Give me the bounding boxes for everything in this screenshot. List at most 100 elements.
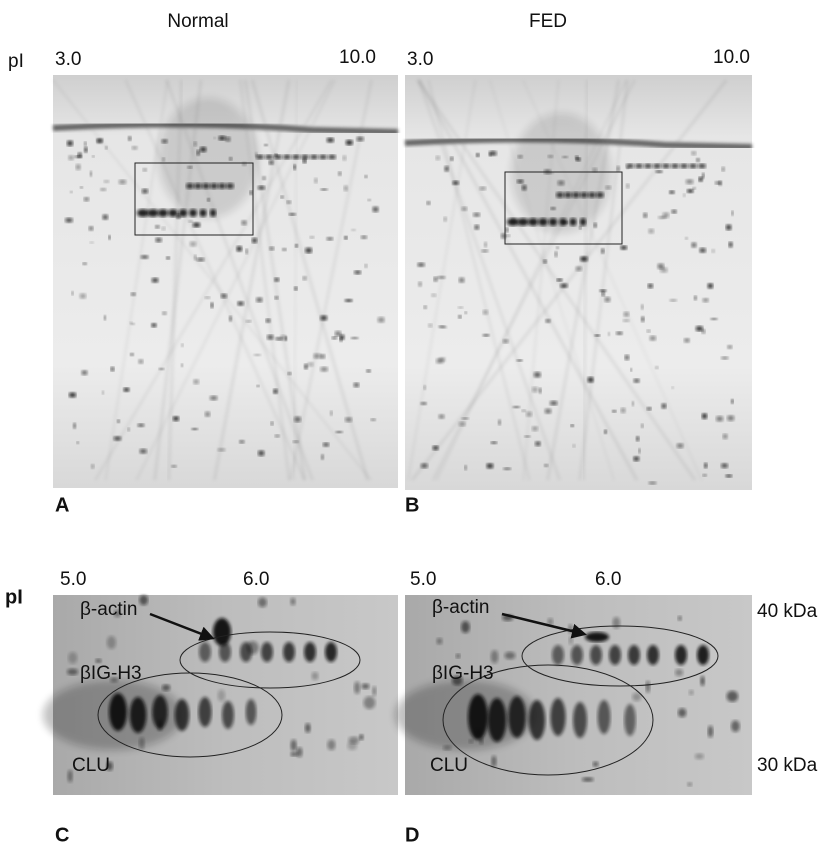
arrow <box>149 612 215 641</box>
gel-spot <box>344 298 353 303</box>
gel-spot <box>319 154 327 160</box>
gel-spot <box>550 207 556 210</box>
gel-spot <box>710 317 718 320</box>
gel-spot <box>106 635 117 650</box>
gel-spot <box>256 384 260 388</box>
gel-spot <box>685 237 688 240</box>
gel-spot <box>575 157 581 162</box>
gel-spot <box>423 385 427 390</box>
gel-spot <box>196 257 205 262</box>
gel-spot <box>646 329 651 333</box>
gel-spot <box>84 141 87 147</box>
gel-spot <box>727 344 733 349</box>
gel-spot <box>209 395 218 401</box>
gel-spot <box>543 464 549 467</box>
gel-spot <box>715 181 722 185</box>
gel-spot <box>334 330 342 337</box>
gel-spot <box>326 236 334 241</box>
gel-spot <box>257 597 267 608</box>
gel-spot <box>458 314 462 319</box>
gel-spot <box>417 79 639 481</box>
gel-spot <box>161 157 166 162</box>
gel-spot <box>579 256 588 262</box>
gel-spot <box>65 217 73 223</box>
gel-spot <box>411 79 728 481</box>
gel-spot <box>674 668 684 677</box>
gel-spot <box>555 246 560 249</box>
gel-spot <box>342 155 347 161</box>
gel-spot <box>635 163 643 169</box>
gel-spot <box>698 163 706 169</box>
gel-spot <box>677 615 683 621</box>
gel-spot <box>691 242 697 248</box>
gel-spot <box>420 463 429 469</box>
gel-spot <box>632 692 642 702</box>
gel-zoom-normal <box>43 594 398 795</box>
gel-spot <box>549 400 558 406</box>
gel-spot <box>601 248 605 254</box>
gel-spot <box>512 406 521 409</box>
gel-spot <box>625 183 630 189</box>
gel-spot <box>641 316 645 322</box>
gel-spot <box>245 319 252 323</box>
gel-spot <box>137 423 145 427</box>
gel-spot <box>633 378 640 383</box>
gel-spot <box>280 334 286 341</box>
gel-spot <box>343 185 348 192</box>
gel-spot <box>587 376 594 383</box>
gel-spot <box>503 467 512 471</box>
gel-spot <box>89 170 92 177</box>
gel-spot <box>489 79 615 481</box>
gel-spot <box>730 720 740 732</box>
gel-spot <box>320 188 328 191</box>
gel-spot <box>484 241 488 248</box>
gel-spot <box>579 218 587 226</box>
gel-spot <box>351 228 356 231</box>
gel-spot <box>229 315 232 322</box>
gel-spot <box>498 419 502 426</box>
annotation: β-actin <box>80 599 137 620</box>
gel-spot <box>638 448 641 454</box>
gel-spot <box>475 153 480 158</box>
gel-spot <box>693 295 697 301</box>
gel-spot <box>265 154 273 160</box>
gel-spot <box>695 325 704 332</box>
gel-spot <box>726 690 739 702</box>
gel-spot <box>528 700 546 740</box>
gel-spot <box>473 212 481 217</box>
gel-spot <box>359 734 364 741</box>
gel-spot <box>647 645 659 665</box>
gel-spot <box>593 222 597 228</box>
gel-spot <box>607 332 610 336</box>
gel-spot <box>292 154 300 160</box>
gel-spot <box>573 702 587 738</box>
gel-spot <box>640 423 644 429</box>
gel-spot <box>356 136 365 142</box>
annotation: βIG-H3 <box>80 663 142 684</box>
gel-spot <box>458 421 466 427</box>
gel-spot <box>193 141 198 147</box>
gel-spot <box>92 155 95 158</box>
gel-spot <box>213 136 217 140</box>
gel-spot <box>68 155 74 161</box>
gel-spot <box>293 164 297 171</box>
gel-spot <box>578 79 629 481</box>
gel-spot <box>416 79 697 481</box>
gel-spot <box>328 154 336 160</box>
gel-spot <box>702 473 707 477</box>
gel-spot <box>219 642 231 662</box>
gel-spot <box>438 414 445 419</box>
gel-spot <box>127 136 132 141</box>
gel-spot <box>301 154 309 160</box>
gel-spot <box>502 338 509 344</box>
gel-spot <box>274 154 282 160</box>
gel-spot <box>489 152 492 157</box>
gel-spot <box>675 645 687 665</box>
gel-spot <box>594 334 601 337</box>
gel-spot <box>81 370 88 376</box>
gel-spot <box>691 151 697 156</box>
gel-spot <box>640 304 644 310</box>
gel-spot <box>582 79 589 481</box>
gel-spot <box>655 366 659 370</box>
gel-spot <box>172 416 180 422</box>
